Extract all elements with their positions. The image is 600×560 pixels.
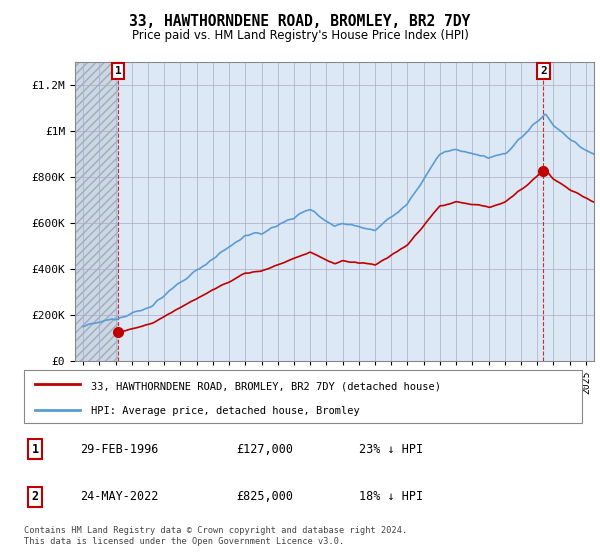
Text: 1: 1 bbox=[115, 66, 122, 76]
Text: HPI: Average price, detached house, Bromley: HPI: Average price, detached house, Brom… bbox=[91, 406, 360, 416]
Text: 1: 1 bbox=[32, 443, 39, 456]
Text: 33, HAWTHORNDENE ROAD, BROMLEY, BR2 7DY (detached house): 33, HAWTHORNDENE ROAD, BROMLEY, BR2 7DY … bbox=[91, 381, 441, 391]
Text: 33, HAWTHORNDENE ROAD, BROMLEY, BR2 7DY: 33, HAWTHORNDENE ROAD, BROMLEY, BR2 7DY bbox=[130, 14, 470, 29]
FancyBboxPatch shape bbox=[24, 370, 582, 423]
Text: 18% ↓ HPI: 18% ↓ HPI bbox=[359, 491, 423, 503]
Text: £127,000: £127,000 bbox=[236, 443, 293, 456]
Text: Price paid vs. HM Land Registry's House Price Index (HPI): Price paid vs. HM Land Registry's House … bbox=[131, 29, 469, 42]
Text: Contains HM Land Registry data © Crown copyright and database right 2024.
This d: Contains HM Land Registry data © Crown c… bbox=[24, 526, 407, 546]
Text: 29-FEB-1996: 29-FEB-1996 bbox=[80, 443, 158, 456]
Bar bbox=[75, 62, 118, 361]
Text: 2: 2 bbox=[32, 491, 39, 503]
Text: £825,000: £825,000 bbox=[236, 491, 293, 503]
Text: 23% ↓ HPI: 23% ↓ HPI bbox=[359, 443, 423, 456]
Text: 2: 2 bbox=[540, 66, 547, 76]
Text: 24-MAY-2022: 24-MAY-2022 bbox=[80, 491, 158, 503]
